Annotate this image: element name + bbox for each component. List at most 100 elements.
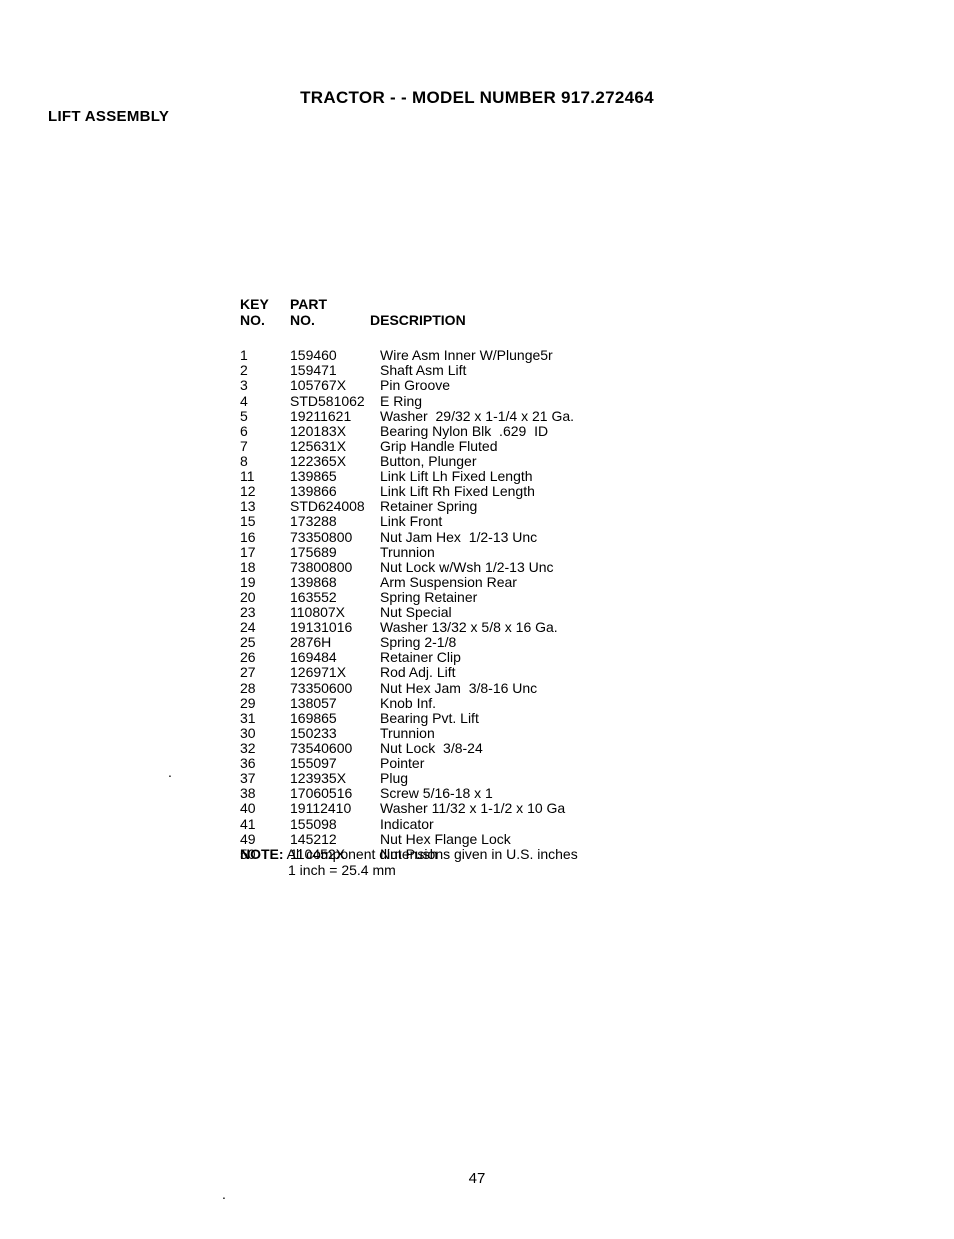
cell-key: 41 [240, 817, 290, 832]
cell-desc: Screw 5/16-18 x 1 [380, 786, 493, 801]
cell-key: 27 [240, 665, 290, 680]
header-part: PART NO. [290, 296, 370, 328]
cell-key: 11 [240, 469, 290, 484]
cell-key: 31 [240, 711, 290, 726]
cell-desc: Nut Lock 3/8-24 [380, 741, 483, 756]
cell-desc: Link Lift Rh Fixed Length [380, 484, 535, 499]
cell-desc: Washer 11/32 x 1-1/2 x 10 Ga [380, 801, 565, 816]
cell-desc: Trunnion [380, 726, 435, 741]
note-label: NOTE: [240, 846, 284, 862]
page-number: 47 [0, 1170, 954, 1187]
header-part-line2: NO. [290, 312, 370, 328]
table-row: 252876HSpring 2-1/8 [240, 635, 574, 650]
cell-desc: Indicator [380, 817, 434, 832]
cell-key: 18 [240, 560, 290, 575]
table-row: 19139868Arm Suspension Rear [240, 575, 574, 590]
table-row: 1159460Wire Asm Inner W/Plunge5r [240, 348, 574, 363]
header-desc: DESCRIPTION [370, 296, 466, 328]
table-row: 12139866Link Lift Rh Fixed Length [240, 484, 574, 499]
cell-desc: Shaft Asm Lift [380, 363, 466, 378]
table-row: 2873350600Nut Hex Jam 3/8-16 Unc [240, 681, 574, 696]
cell-desc: Arm Suspension Rear [380, 575, 517, 590]
cell-key: 25 [240, 635, 290, 650]
table-row: 41155098Indicator [240, 817, 574, 832]
cell-desc: Button, Plunger [380, 454, 477, 469]
cell-part: 169865 [290, 711, 380, 726]
cell-part: 175689 [290, 545, 380, 560]
cell-key: 16 [240, 530, 290, 545]
table-row: 20163552Spring Retainer [240, 590, 574, 605]
cell-key: 26 [240, 650, 290, 665]
cell-key: 6 [240, 424, 290, 439]
page: TRACTOR - - MODEL NUMBER 917.272464 LIFT… [0, 0, 954, 1239]
cell-part: 19131016 [290, 620, 380, 635]
cell-part: 73350600 [290, 681, 380, 696]
cell-desc: Washer 29/32 x 1-1/4 x 21 Ga. [380, 409, 574, 424]
cell-part: 17060516 [290, 786, 380, 801]
cell-key: 23 [240, 605, 290, 620]
cell-key: 28 [240, 681, 290, 696]
table-row: 3273540600Nut Lock 3/8-24 [240, 741, 574, 756]
table-row: 27126971XRod Adj. Lift [240, 665, 574, 680]
table-row: 3105767XPin Groove [240, 378, 574, 393]
cell-part: 73350800 [290, 530, 380, 545]
cell-desc: Link Lift Lh Fixed Length [380, 469, 533, 484]
cell-key: 2 [240, 363, 290, 378]
cell-desc: Rod Adj. Lift [380, 665, 456, 680]
cell-part: 126971X [290, 665, 380, 680]
cell-part: 159460 [290, 348, 380, 363]
table-header-row: KEY NO. PART NO. DESCRIPTION [240, 296, 574, 328]
table-row: 6120183XBearing Nylon Blk .629 ID [240, 424, 574, 439]
cell-key: 13 [240, 499, 290, 514]
table-row: 15173288Link Front [240, 514, 574, 529]
cell-desc: Bearing Nylon Blk .629 ID [380, 424, 548, 439]
table-row: 37123935XPlug [240, 771, 574, 786]
cell-desc: Nut Jam Hex 1/2-13 Unc [380, 530, 537, 545]
table-row: 26169484Retainer Clip [240, 650, 574, 665]
parts-table: KEY NO. PART NO. DESCRIPTION 1159460Wire… [240, 296, 574, 862]
cell-part: STD624008 [290, 499, 380, 514]
cell-key: 8 [240, 454, 290, 469]
cell-key: 19 [240, 575, 290, 590]
header-key-line1: KEY [240, 296, 290, 312]
cell-key: 40 [240, 801, 290, 816]
cell-desc: Nut Hex Jam 3/8-16 Unc [380, 681, 537, 696]
cell-desc: Retainer Clip [380, 650, 461, 665]
cell-desc: Pin Groove [380, 378, 450, 393]
stray-mark: . [168, 764, 172, 780]
cell-desc: Bearing Pvt. Lift [380, 711, 479, 726]
cell-desc: Pointer [380, 756, 424, 771]
cell-part: 122365X [290, 454, 380, 469]
section-title: LIFT ASSEMBLY [48, 108, 169, 125]
cell-part: 123935X [290, 771, 380, 786]
cell-part: 159471 [290, 363, 380, 378]
cell-desc: Knob Inf. [380, 696, 436, 711]
cell-key: 29 [240, 696, 290, 711]
cell-desc: Plug [380, 771, 408, 786]
cell-key: 1 [240, 348, 290, 363]
table-row: 17175689Trunnion [240, 545, 574, 560]
cell-desc: Nut Lock w/Wsh 1/2-13 Unc [380, 560, 554, 575]
cell-part: 150233 [290, 726, 380, 741]
table-row: 13STD624008Retainer Spring [240, 499, 574, 514]
cell-desc: Nut Special [380, 605, 452, 620]
cell-key: 49 [240, 832, 290, 847]
table-row: 30150233Trunnion [240, 726, 574, 741]
table-row: 29138057Knob Inf. [240, 696, 574, 711]
table-row: 23110807XNut Special [240, 605, 574, 620]
table-row: 2159471Shaft Asm Lift [240, 363, 574, 378]
cell-desc: E Ring [380, 394, 422, 409]
cell-part: 139865 [290, 469, 380, 484]
cell-key: 32 [240, 741, 290, 756]
cell-key: 20 [240, 590, 290, 605]
cell-part: 139866 [290, 484, 380, 499]
cell-part: 120183X [290, 424, 380, 439]
cell-key: 15 [240, 514, 290, 529]
cell-part: 163552 [290, 590, 380, 605]
table-row: 36155097Pointer [240, 756, 574, 771]
header-key-line2: NO. [240, 312, 290, 328]
cell-part: 2876H [290, 635, 380, 650]
cell-desc: Retainer Spring [380, 499, 477, 514]
cell-part: 139868 [290, 575, 380, 590]
table-row: 1873800800Nut Lock w/Wsh 1/2-13 Unc [240, 560, 574, 575]
